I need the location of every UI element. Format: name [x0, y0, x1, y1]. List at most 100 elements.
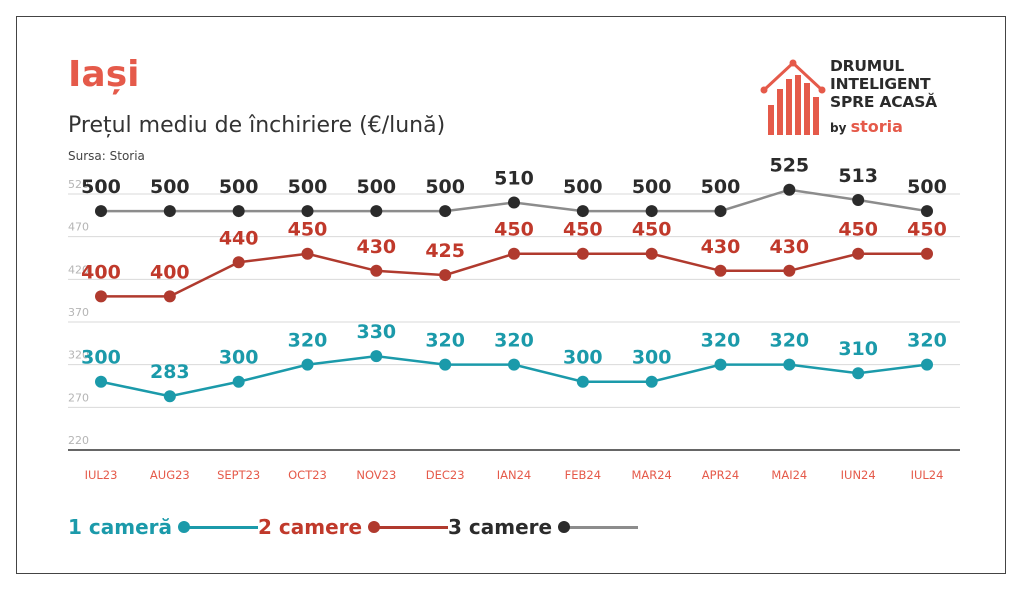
- data-label: 500: [907, 176, 947, 198]
- data-point: [852, 193, 865, 206]
- data-label: 310: [838, 338, 878, 360]
- data-point: [439, 358, 452, 371]
- legend-swatch: [368, 517, 449, 537]
- data-point: [645, 205, 658, 218]
- y-tick-label: 470: [68, 221, 89, 234]
- data-point: [921, 205, 933, 218]
- data-label: 430: [701, 236, 741, 258]
- data-point: [508, 247, 520, 260]
- data-point: [232, 205, 245, 218]
- data-point: [783, 183, 796, 196]
- data-label: 320: [907, 330, 947, 352]
- y-tick-label: 520: [68, 178, 89, 191]
- chart-subtitle: Prețul mediu de închiriere (€/lună): [68, 113, 446, 138]
- y-tick-label: 270: [68, 391, 89, 404]
- data-label: 500: [288, 176, 328, 198]
- data-label: 510: [494, 168, 534, 190]
- data-point: [301, 358, 314, 371]
- x-tick-label: NOV23: [356, 468, 396, 482]
- data-label: 500: [81, 176, 121, 198]
- chart-frame: [16, 16, 1006, 574]
- data-label: 300: [81, 347, 121, 369]
- data-point: [852, 367, 865, 380]
- data-point: [714, 264, 727, 277]
- data-point: [921, 358, 933, 371]
- data-point: [301, 205, 314, 218]
- data-label: 320: [425, 330, 465, 352]
- data-label: 300: [563, 347, 603, 369]
- y-tick-label: 420: [68, 263, 89, 276]
- data-point: [439, 269, 452, 282]
- data-label: 500: [701, 176, 741, 198]
- data-point: [576, 247, 589, 260]
- data-point: [714, 205, 727, 218]
- source-note: Sursa: Storia: [68, 149, 145, 163]
- data-point: [95, 375, 107, 388]
- data-label: 500: [150, 176, 190, 198]
- data-point: [783, 264, 796, 277]
- legend-item-2-camere: 2 camere: [258, 512, 449, 542]
- y-tick-label: 370: [68, 306, 89, 319]
- data-point: [95, 205, 107, 218]
- data-label: 425: [425, 240, 465, 262]
- data-point: [576, 375, 589, 388]
- data-point: [95, 290, 107, 303]
- logo-byline: by storia: [830, 117, 903, 136]
- data-label: 525: [769, 155, 809, 177]
- page-title: Iași: [68, 54, 140, 95]
- data-point: [645, 375, 658, 388]
- data-label: 500: [425, 176, 465, 198]
- x-tick-label: IUL24: [911, 468, 944, 482]
- logo-line-1: DRUMUL: [830, 57, 905, 75]
- logo-line-2: INTELIGENT: [830, 75, 931, 93]
- data-label: 500: [219, 176, 259, 198]
- legend-item-1-camera: 1 cameră: [68, 512, 258, 542]
- y-tick-label: 320: [68, 349, 89, 362]
- legend-label: 1 cameră: [68, 515, 172, 539]
- data-point: [370, 205, 383, 218]
- data-label: 450: [907, 219, 947, 241]
- x-tick-label: APR24: [702, 468, 739, 482]
- data-label: 440: [219, 227, 259, 249]
- legend-swatch: [558, 517, 639, 537]
- legend-label: 2 camere: [258, 515, 363, 539]
- data-label: 283: [150, 361, 190, 383]
- x-tick-label: SEPT23: [217, 468, 260, 482]
- data-label: 300: [632, 347, 672, 369]
- data-point: [921, 247, 933, 260]
- data-label: 320: [701, 330, 741, 352]
- data-label: 320: [769, 330, 809, 352]
- legend-swatch: [178, 517, 258, 537]
- data-point: [301, 247, 314, 260]
- logo: DRUMUL INTELIGENT SPRE ACASĂ by storia: [760, 55, 970, 145]
- data-label: 450: [563, 219, 603, 241]
- logo-text: DRUMUL INTELIGENT SPRE ACASĂ: [830, 57, 937, 111]
- data-label: 500: [563, 176, 603, 198]
- data-label: 450: [632, 219, 672, 241]
- data-label: 400: [81, 261, 121, 283]
- x-tick-label: MAR24: [631, 468, 671, 482]
- data-point: [783, 358, 796, 371]
- data-point: [439, 205, 452, 218]
- data-point: [508, 196, 520, 209]
- logo-by-word: by: [830, 121, 847, 135]
- logo-house-icon: [760, 59, 826, 135]
- data-point: [232, 256, 245, 269]
- x-tick-label: MAI24: [771, 468, 807, 482]
- data-label: 430: [769, 236, 809, 258]
- x-tick-label: FEB24: [565, 468, 601, 482]
- data-point: [232, 375, 245, 388]
- legend-label: 3 camere: [448, 515, 553, 539]
- data-label: 450: [288, 219, 328, 241]
- data-label: 450: [838, 219, 878, 241]
- x-tick-label: IAN24: [497, 468, 532, 482]
- data-label: 500: [356, 176, 396, 198]
- series-line: [101, 252, 927, 298]
- data-label: 330: [356, 321, 396, 343]
- y-tick-label: 220: [68, 434, 89, 447]
- data-label: 513: [838, 165, 878, 187]
- x-tick-label: OCT23: [288, 468, 327, 482]
- data-point: [163, 390, 176, 403]
- data-point: [370, 350, 383, 363]
